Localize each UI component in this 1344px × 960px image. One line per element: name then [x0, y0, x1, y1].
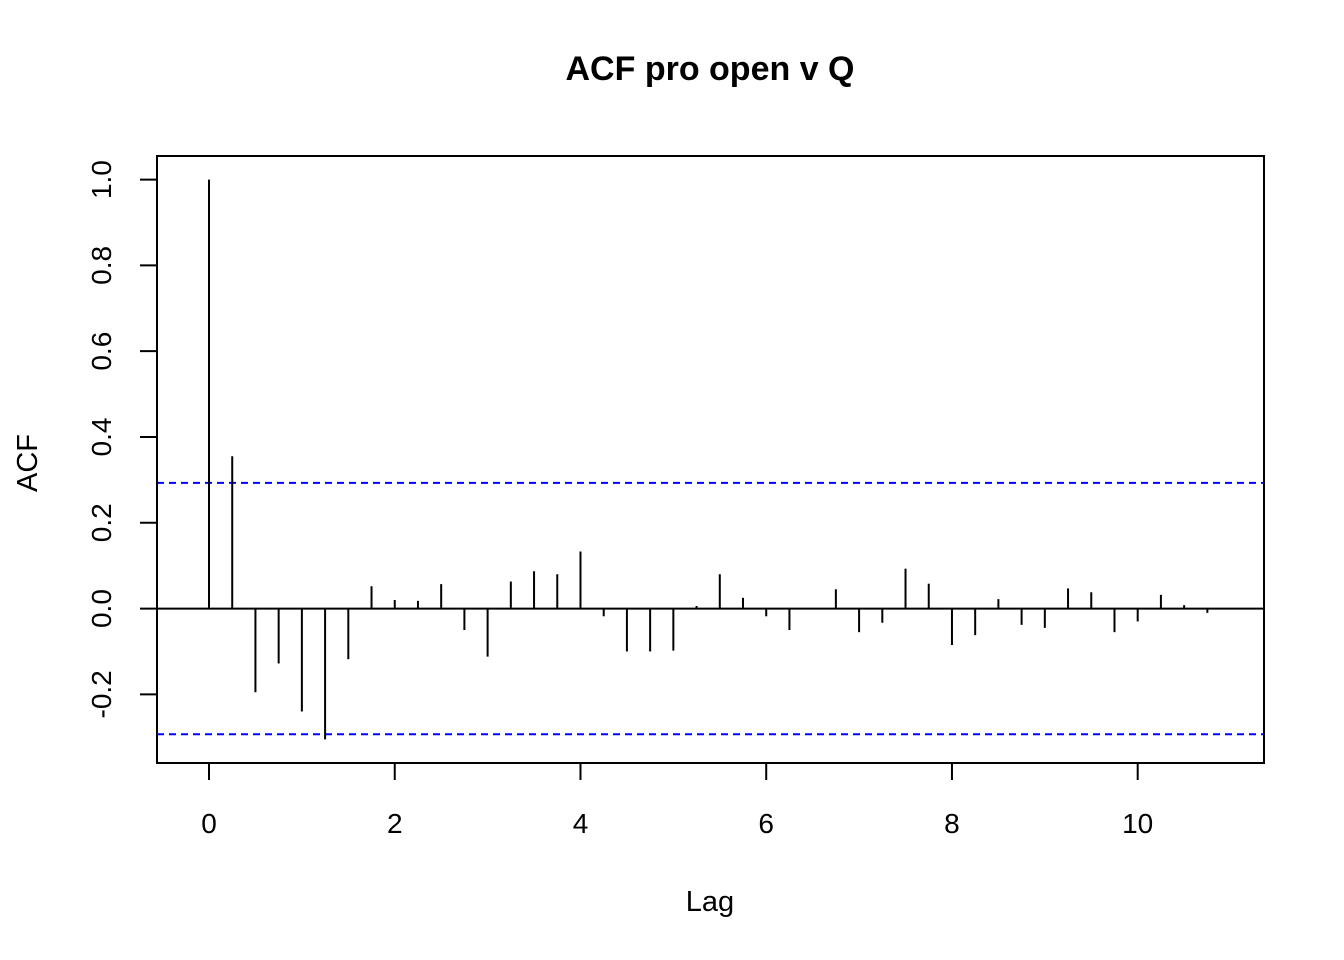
y-axis-label: ACF — [12, 434, 44, 492]
y-tick-label: 0.2 — [86, 503, 117, 542]
x-tick-label: 4 — [573, 808, 589, 839]
x-tick-label: 8 — [944, 808, 960, 839]
plot-area: 0 2 4 6 8 10 -0.2 0.0 0.2 0.4 0.6 0.8 1.0 — [86, 160, 1264, 839]
x-axis-label: Lag — [686, 886, 734, 918]
chart-title: ACF pro open v Q — [566, 50, 855, 88]
y-tick-label: 1.0 — [86, 160, 117, 199]
x-tick-label: 10 — [1122, 808, 1153, 839]
y-tick-label: -0.2 — [86, 670, 117, 718]
y-tick-label: 0.6 — [86, 332, 117, 371]
y-tick-label: 0.8 — [86, 246, 117, 285]
plot-frame — [156, 155, 1265, 764]
x-tick-label: 2 — [387, 808, 403, 839]
x-tick-label: 0 — [201, 808, 217, 839]
y-tick-label: 0.0 — [86, 589, 117, 628]
y-tick-label: 0.4 — [86, 418, 117, 457]
x-tick-label: 6 — [758, 808, 774, 839]
